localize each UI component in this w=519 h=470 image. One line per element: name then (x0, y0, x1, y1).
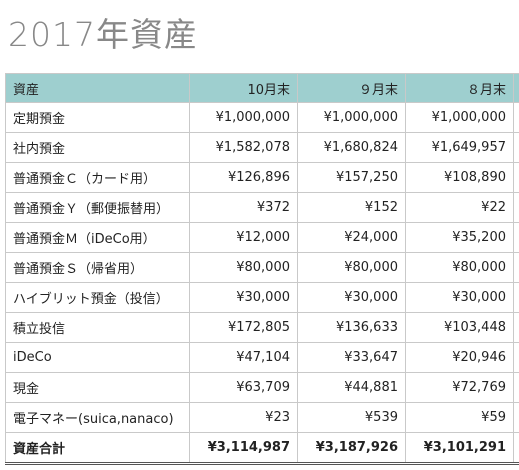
cell-october: ¥172,805 (189, 312, 298, 343)
cell-cutoff (513, 222, 519, 253)
row-label: 普通預金Ｍ（iDeCo用） (5, 222, 190, 253)
cell-september: ¥1,000,000 (297, 102, 406, 133)
total-row: 資産合計 ¥3,114,987 ¥3,187,926 ¥3,101,291 (5, 432, 519, 465)
column-header-september: ９月末 (297, 73, 406, 103)
table-row: 普通預金Ｙ（郵便振替用） ¥372 ¥152 ¥22 (5, 192, 519, 223)
cell-august: ¥35,200 (405, 222, 514, 253)
cell-august: ¥80,000 (405, 252, 514, 283)
row-label: 定期預金 (5, 102, 190, 133)
cell-september: ¥136,633 (297, 312, 406, 343)
column-header-asset: 資産 (5, 73, 190, 103)
asset-table: 資産 10月末 ９月末 ８月末 定期預金 ¥1,000,000 ¥1,000,0… (5, 73, 519, 465)
cell-cutoff (513, 432, 519, 465)
cell-september: ¥30,000 (297, 282, 406, 313)
row-label: 現金 (5, 372, 190, 403)
cell-cutoff (513, 282, 519, 313)
table-row: 定期預金 ¥1,000,000 ¥1,000,000 ¥1,000,000 (5, 102, 519, 133)
row-label: ハイブリット預金（投信） (5, 282, 190, 313)
table-row: 積立投信 ¥172,805 ¥136,633 ¥103,448 (5, 312, 519, 343)
column-header-october: 10月末 (189, 73, 298, 103)
row-label: iDeCo (5, 342, 190, 373)
cell-september: ¥80,000 (297, 252, 406, 283)
table-header-row: 資産 10月末 ９月末 ８月末 (5, 73, 519, 103)
total-label: 資産合計 (5, 432, 190, 465)
cell-cutoff (513, 192, 519, 223)
table-row: ハイブリット預金（投信） ¥30,000 ¥30,000 ¥30,000 (5, 282, 519, 313)
cell-october: ¥80,000 (189, 252, 298, 283)
table-row: 普通預金Ｓ（帰省用） ¥80,000 ¥80,000 ¥80,000 (5, 252, 519, 283)
cell-october: ¥30,000 (189, 282, 298, 313)
cell-cutoff (513, 132, 519, 163)
cell-september: ¥24,000 (297, 222, 406, 253)
row-label: 普通預金Ｙ（郵便振替用） (5, 192, 190, 223)
cell-cutoff (513, 312, 519, 343)
cell-august: ¥59 (405, 402, 514, 433)
cell-september: ¥44,881 (297, 372, 406, 403)
cell-october: ¥47,104 (189, 342, 298, 373)
cell-october: ¥12,000 (189, 222, 298, 253)
cell-august: ¥1,000,000 (405, 102, 514, 133)
cell-october: ¥1,582,078 (189, 132, 298, 163)
cell-october: ¥23 (189, 402, 298, 433)
cell-october: ¥1,000,000 (189, 102, 298, 133)
cell-cutoff (513, 372, 519, 403)
row-label: 積立投信 (5, 312, 190, 343)
table-row: 電子マネー(suica,nanaco) ¥23 ¥539 ¥59 (5, 402, 519, 433)
cell-september: ¥157,250 (297, 162, 406, 193)
total-october: ¥3,114,987 (189, 432, 298, 465)
cell-october: ¥372 (189, 192, 298, 223)
cell-august: ¥103,448 (405, 312, 514, 343)
cell-august: ¥72,769 (405, 372, 514, 403)
cell-august: ¥30,000 (405, 282, 514, 313)
asset-table-container: 資産 10月末 ９月末 ８月末 定期預金 ¥1,000,000 ¥1,000,0… (5, 73, 519, 470)
table-row: 普通預金Ｃ（カード用） ¥126,896 ¥157,250 ¥108,890 (5, 162, 519, 193)
column-header-august: ８月末 (405, 73, 514, 103)
table-row: 普通預金Ｍ（iDeCo用） ¥12,000 ¥24,000 ¥35,200 (5, 222, 519, 253)
row-label: 社内預金 (5, 132, 190, 163)
cell-cutoff (513, 342, 519, 373)
table-row: 社内預金 ¥1,582,078 ¥1,680,824 ¥1,649,957 (5, 132, 519, 163)
cell-cutoff (513, 102, 519, 133)
cell-cutoff (513, 252, 519, 283)
table-row: 現金 ¥63,709 ¥44,881 ¥72,769 (5, 372, 519, 403)
cell-august: ¥22 (405, 192, 514, 223)
cell-september: ¥1,680,824 (297, 132, 406, 163)
row-label: 普通預金Ｓ（帰省用） (5, 252, 190, 283)
cell-august: ¥20,946 (405, 342, 514, 373)
cell-october: ¥63,709 (189, 372, 298, 403)
cell-september: ¥33,647 (297, 342, 406, 373)
cell-cutoff (513, 402, 519, 433)
page-title: 2017年資産 (8, 15, 198, 54)
cell-august: ¥1,649,957 (405, 132, 514, 163)
row-label: 普通預金Ｃ（カード用） (5, 162, 190, 193)
cell-october: ¥126,896 (189, 162, 298, 193)
cell-september: ¥152 (297, 192, 406, 223)
column-header-cutoff (513, 73, 519, 103)
row-label: 電子マネー(suica,nanaco) (5, 402, 190, 433)
total-september: ¥3,187,926 (297, 432, 406, 465)
cell-august: ¥108,890 (405, 162, 514, 193)
cell-september: ¥539 (297, 402, 406, 433)
table-row: iDeCo ¥47,104 ¥33,647 ¥20,946 (5, 342, 519, 373)
cell-cutoff (513, 162, 519, 193)
total-august: ¥3,101,291 (405, 432, 514, 465)
